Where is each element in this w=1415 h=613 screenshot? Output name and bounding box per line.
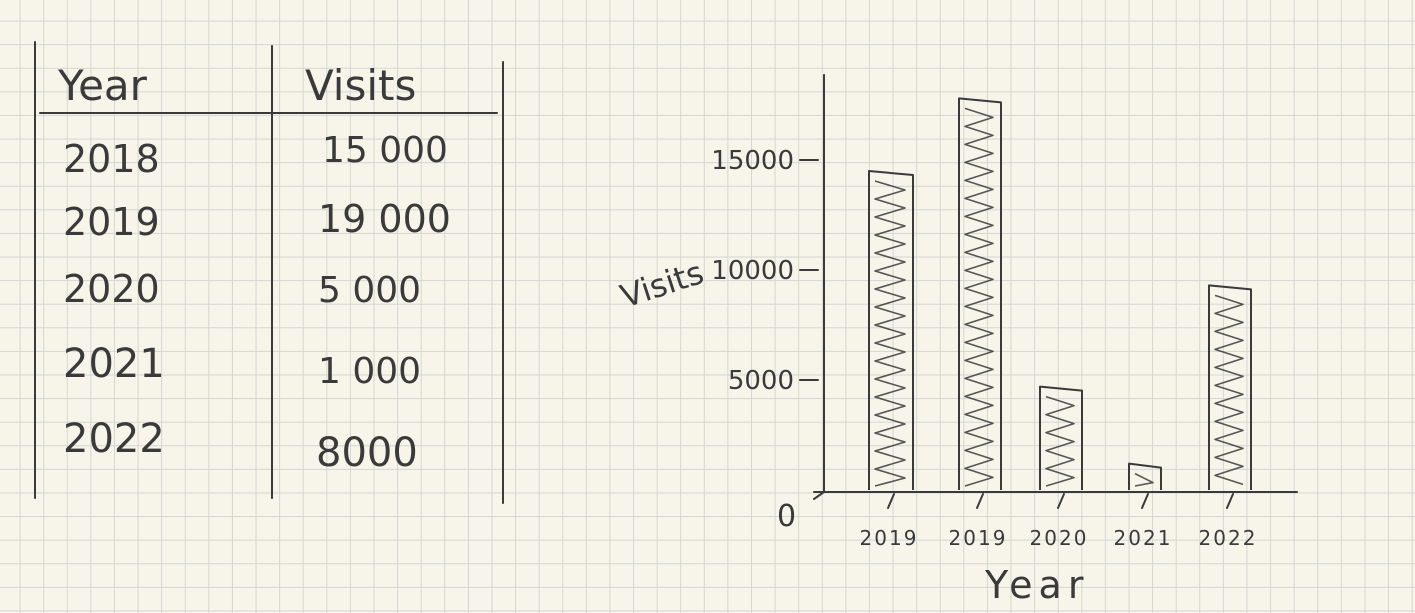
- table-cell-year: 2021: [63, 341, 165, 387]
- bar-hatch: [964, 107, 994, 487]
- bar-hatch: [1214, 294, 1244, 486]
- x-tick: [887, 493, 895, 509]
- x-tick: [1226, 493, 1234, 509]
- x-tick-label: 2019: [949, 526, 1008, 550]
- bar: [868, 170, 914, 490]
- table-header-year: Year: [57, 61, 148, 110]
- bar: [958, 97, 1002, 490]
- table-cell-visits: 1 000: [318, 351, 421, 392]
- bar: [1208, 284, 1252, 490]
- y-tick-label: 15000: [711, 146, 794, 176]
- table-cell-year: 2022: [63, 416, 165, 462]
- bar: [1128, 462, 1162, 490]
- y-tick-label: 10000: [711, 256, 794, 286]
- x-tick: [976, 493, 984, 509]
- bar-hatch: [1045, 395, 1075, 487]
- table-header-visits: Visits: [305, 61, 416, 110]
- data-table: Year Visits 2018 15 000 2019 19 000 2020…: [34, 41, 504, 504]
- bar: [1039, 385, 1083, 490]
- bar-chart: 0 5000 10000 15000 2019 2019 2020 2021 2022 Visi…: [616, 74, 1298, 607]
- x-tick: [1057, 493, 1065, 509]
- y-tick-label: 0: [777, 499, 796, 534]
- y-tick-label: 5000: [728, 366, 794, 396]
- table-cell-visits: 8000: [316, 430, 418, 476]
- table-cell-visits: 5 000: [318, 270, 421, 311]
- table-cell-visits: 19 000: [318, 197, 451, 241]
- y-axis-label: Visits: [616, 253, 708, 315]
- table-cell-year: 2019: [63, 200, 160, 244]
- table-cell-year: 2020: [63, 267, 160, 311]
- bar-hatch: [1134, 472, 1154, 487]
- x-tick-label: 2020: [1030, 526, 1089, 550]
- table-cell-year: 2018: [63, 137, 160, 181]
- x-tick-label: 2021: [1114, 526, 1173, 550]
- x-tick: [1141, 493, 1149, 509]
- bar-hatch: [874, 180, 906, 487]
- x-tick-label: 2022: [1199, 526, 1258, 550]
- x-axis-label: Year: [984, 563, 1089, 607]
- x-tick-label: 2019: [860, 526, 919, 550]
- chart-marks: 0 5000 10000 15000 2019 2019 2020 2021 2022: [711, 97, 1258, 550]
- table-cell-visits: 15 000: [322, 130, 448, 171]
- axis-origin-stroke: [813, 491, 825, 500]
